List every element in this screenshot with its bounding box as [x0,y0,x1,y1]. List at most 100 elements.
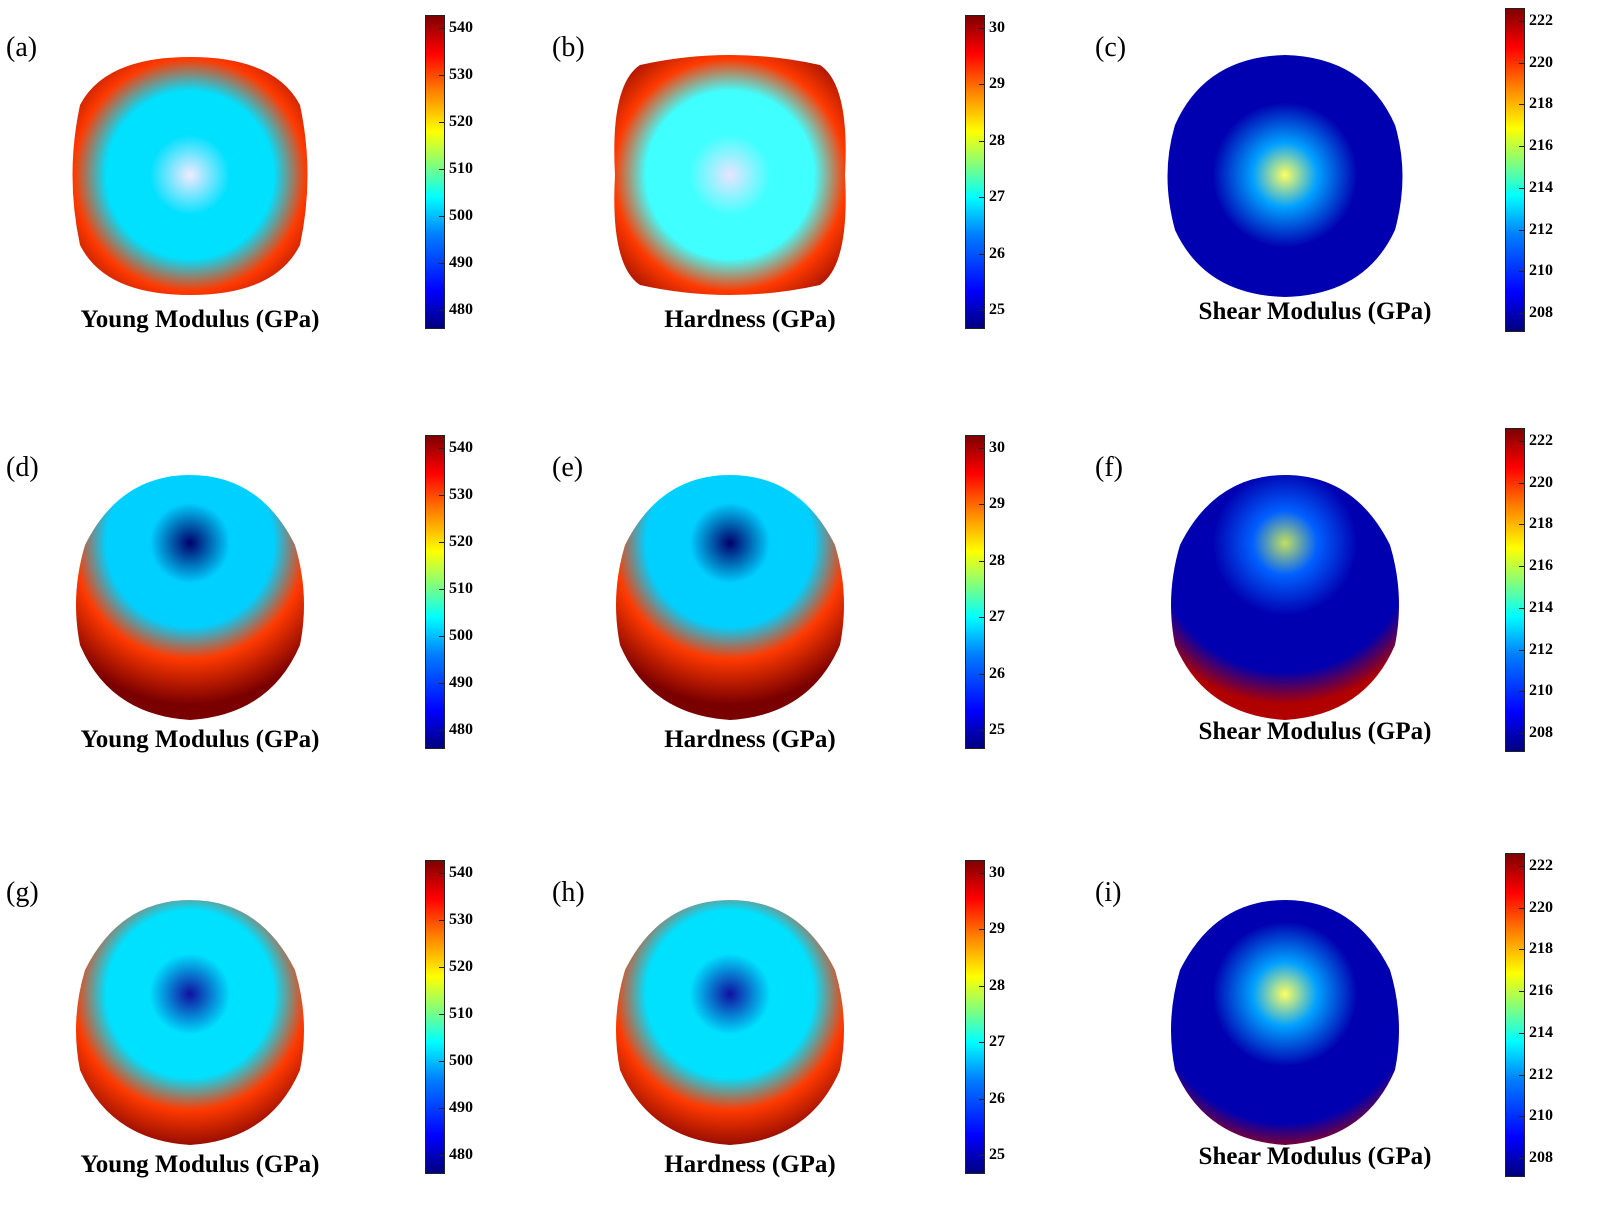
colorbar-tick-label: 540 [449,864,473,881]
colorbar-tick-label: 214 [1529,598,1553,616]
colorbar-tick-mark [1519,649,1524,651]
colorbar-tick-label: 30 [989,864,1005,881]
colorbar-tick-label: 490 [449,1099,473,1116]
colorbar-tick-mark [439,873,444,874]
colorbar-tick-mark [1519,482,1524,484]
colorbar-tick-mark [439,263,444,264]
colorbar-tick-label: 212 [1529,1065,1553,1083]
colorbar [965,15,985,329]
colorbar-tick-mark [1519,21,1524,22]
colorbar-tick-mark [1519,566,1524,568]
colorbar-tick-label: 500 [449,1052,473,1069]
panel-label: (c) [1095,32,1127,63]
colorbar-tick-label: 222 [1529,432,1553,449]
colorbar [425,860,445,1174]
colorbar-tick-mark [979,448,984,449]
colorbar-tick-mark [439,920,444,921]
colorbar-tick-label: 28 [989,551,1005,569]
colorbar-tick-label: 510 [449,580,473,597]
colorbar-tick-label: 520 [449,113,473,130]
panel-caption: Young Modulus (GPa) [80,1151,320,1178]
panel-caption: Shear Modulus (GPa) [1198,718,1432,745]
colorbar-tick-mark [439,730,444,731]
colorbar-tick-label: 220 [1529,898,1553,916]
colorbar-tick-mark [979,84,984,86]
colorbar-tick-label: 29 [989,75,1005,93]
colorbar-tick-mark [1519,907,1524,909]
colorbar-tick-label: 216 [1529,557,1553,575]
panel-label: (d) [6,452,39,483]
colorbar-tick-label: 30 [989,439,1005,456]
panel-e: (e) Hardness (GPa) 30 29 28 27 26 25 [540,420,1060,780]
colorbar-tick-label: 25 [989,1146,1005,1163]
colorbar-tick-mark [1519,104,1524,106]
colorbar-tick-label: 214 [1529,1023,1553,1041]
colorbar-tick-label: 530 [449,486,473,503]
colorbar-tick-mark [439,495,444,496]
surface-plot [1171,475,1399,720]
colorbar-tick-mark [439,542,444,543]
colorbar [1505,428,1525,752]
panel-label: (i) [1095,877,1122,908]
colorbar-tick-mark [1519,691,1524,693]
colorbar-tick-label: 220 [1529,53,1553,71]
panel-h: (h) Hardness (GPa) 30 29 28 27 26 25 [540,845,1060,1205]
colorbar-tick-mark [439,448,444,449]
colorbar-tick-mark [1519,229,1524,231]
panel-label: (h) [552,877,585,908]
colorbar-tick-label: 490 [449,254,473,271]
colorbar-tick-label: 222 [1529,857,1553,874]
colorbar-tick-mark [1519,62,1524,64]
colorbar-tick-label: 208 [1529,1149,1553,1166]
colorbar-tick-label: 29 [989,495,1005,513]
colorbar-tick-mark [979,1042,984,1044]
colorbar-tick-label: 520 [449,533,473,550]
surface-plot [616,900,844,1145]
colorbar-tick-mark [1519,441,1524,442]
colorbar-tick-mark [1519,1116,1524,1118]
colorbar-tick-mark [979,929,984,931]
colorbar-tick-label: 480 [449,301,473,318]
colorbar-tick-label: 25 [989,721,1005,738]
panel-f: (f) Shear Modulus (GPa) 222 220 218 216 214 212… [1085,420,1600,780]
colorbar-tick-mark [439,310,444,311]
surface-plot [614,55,846,295]
colorbar-tick-label: 26 [989,664,1005,682]
colorbar-tick-label: 500 [449,207,473,224]
colorbar-tick-label: 510 [449,1005,473,1022]
colorbar-tick-label: 218 [1529,95,1553,113]
panel-caption: Shear Modulus (GPa) [1198,298,1432,325]
surface-plot [616,475,844,720]
colorbar-tick-mark [979,504,984,506]
colorbar [965,860,985,1174]
colorbar-tick-label: 216 [1529,982,1553,1000]
colorbar-tick-mark [979,1098,984,1100]
colorbar-tick-mark [439,1014,444,1015]
surface-plot [72,57,308,295]
colorbar-tick-mark [439,683,444,684]
colorbar-tick-mark [439,1061,444,1062]
colorbar-tick-mark [1519,313,1524,314]
colorbar-tick-label: 210 [1529,262,1553,280]
colorbar-tick-mark [439,1108,444,1109]
colorbar-tick-mark [1519,607,1524,609]
panel-b: (b) Hardness (GPa) 30 29 28 27 26 25 [540,0,1060,360]
colorbar-tick-mark [439,216,444,217]
colorbar-tick-label: 480 [449,1146,473,1163]
panel-caption: Shear Modulus (GPa) [1198,1143,1432,1170]
colorbar-tick-label: 25 [989,301,1005,318]
colorbar-tick-label: 212 [1529,640,1553,658]
colorbar-tick-label: 208 [1529,304,1553,321]
colorbar-tick-mark [1519,866,1524,867]
colorbar [1505,8,1525,332]
colorbar-tick-mark [1519,991,1524,993]
colorbar-tick-label: 490 [449,674,473,691]
panel-label: (e) [552,452,584,483]
colorbar [965,435,985,749]
colorbar-tick-mark [1519,524,1524,526]
colorbar [425,435,445,749]
colorbar-tick-label: 540 [449,19,473,36]
colorbar-tick-mark [439,28,444,29]
colorbar-tick-label: 208 [1529,724,1553,741]
colorbar-tick-label: 28 [989,131,1005,149]
